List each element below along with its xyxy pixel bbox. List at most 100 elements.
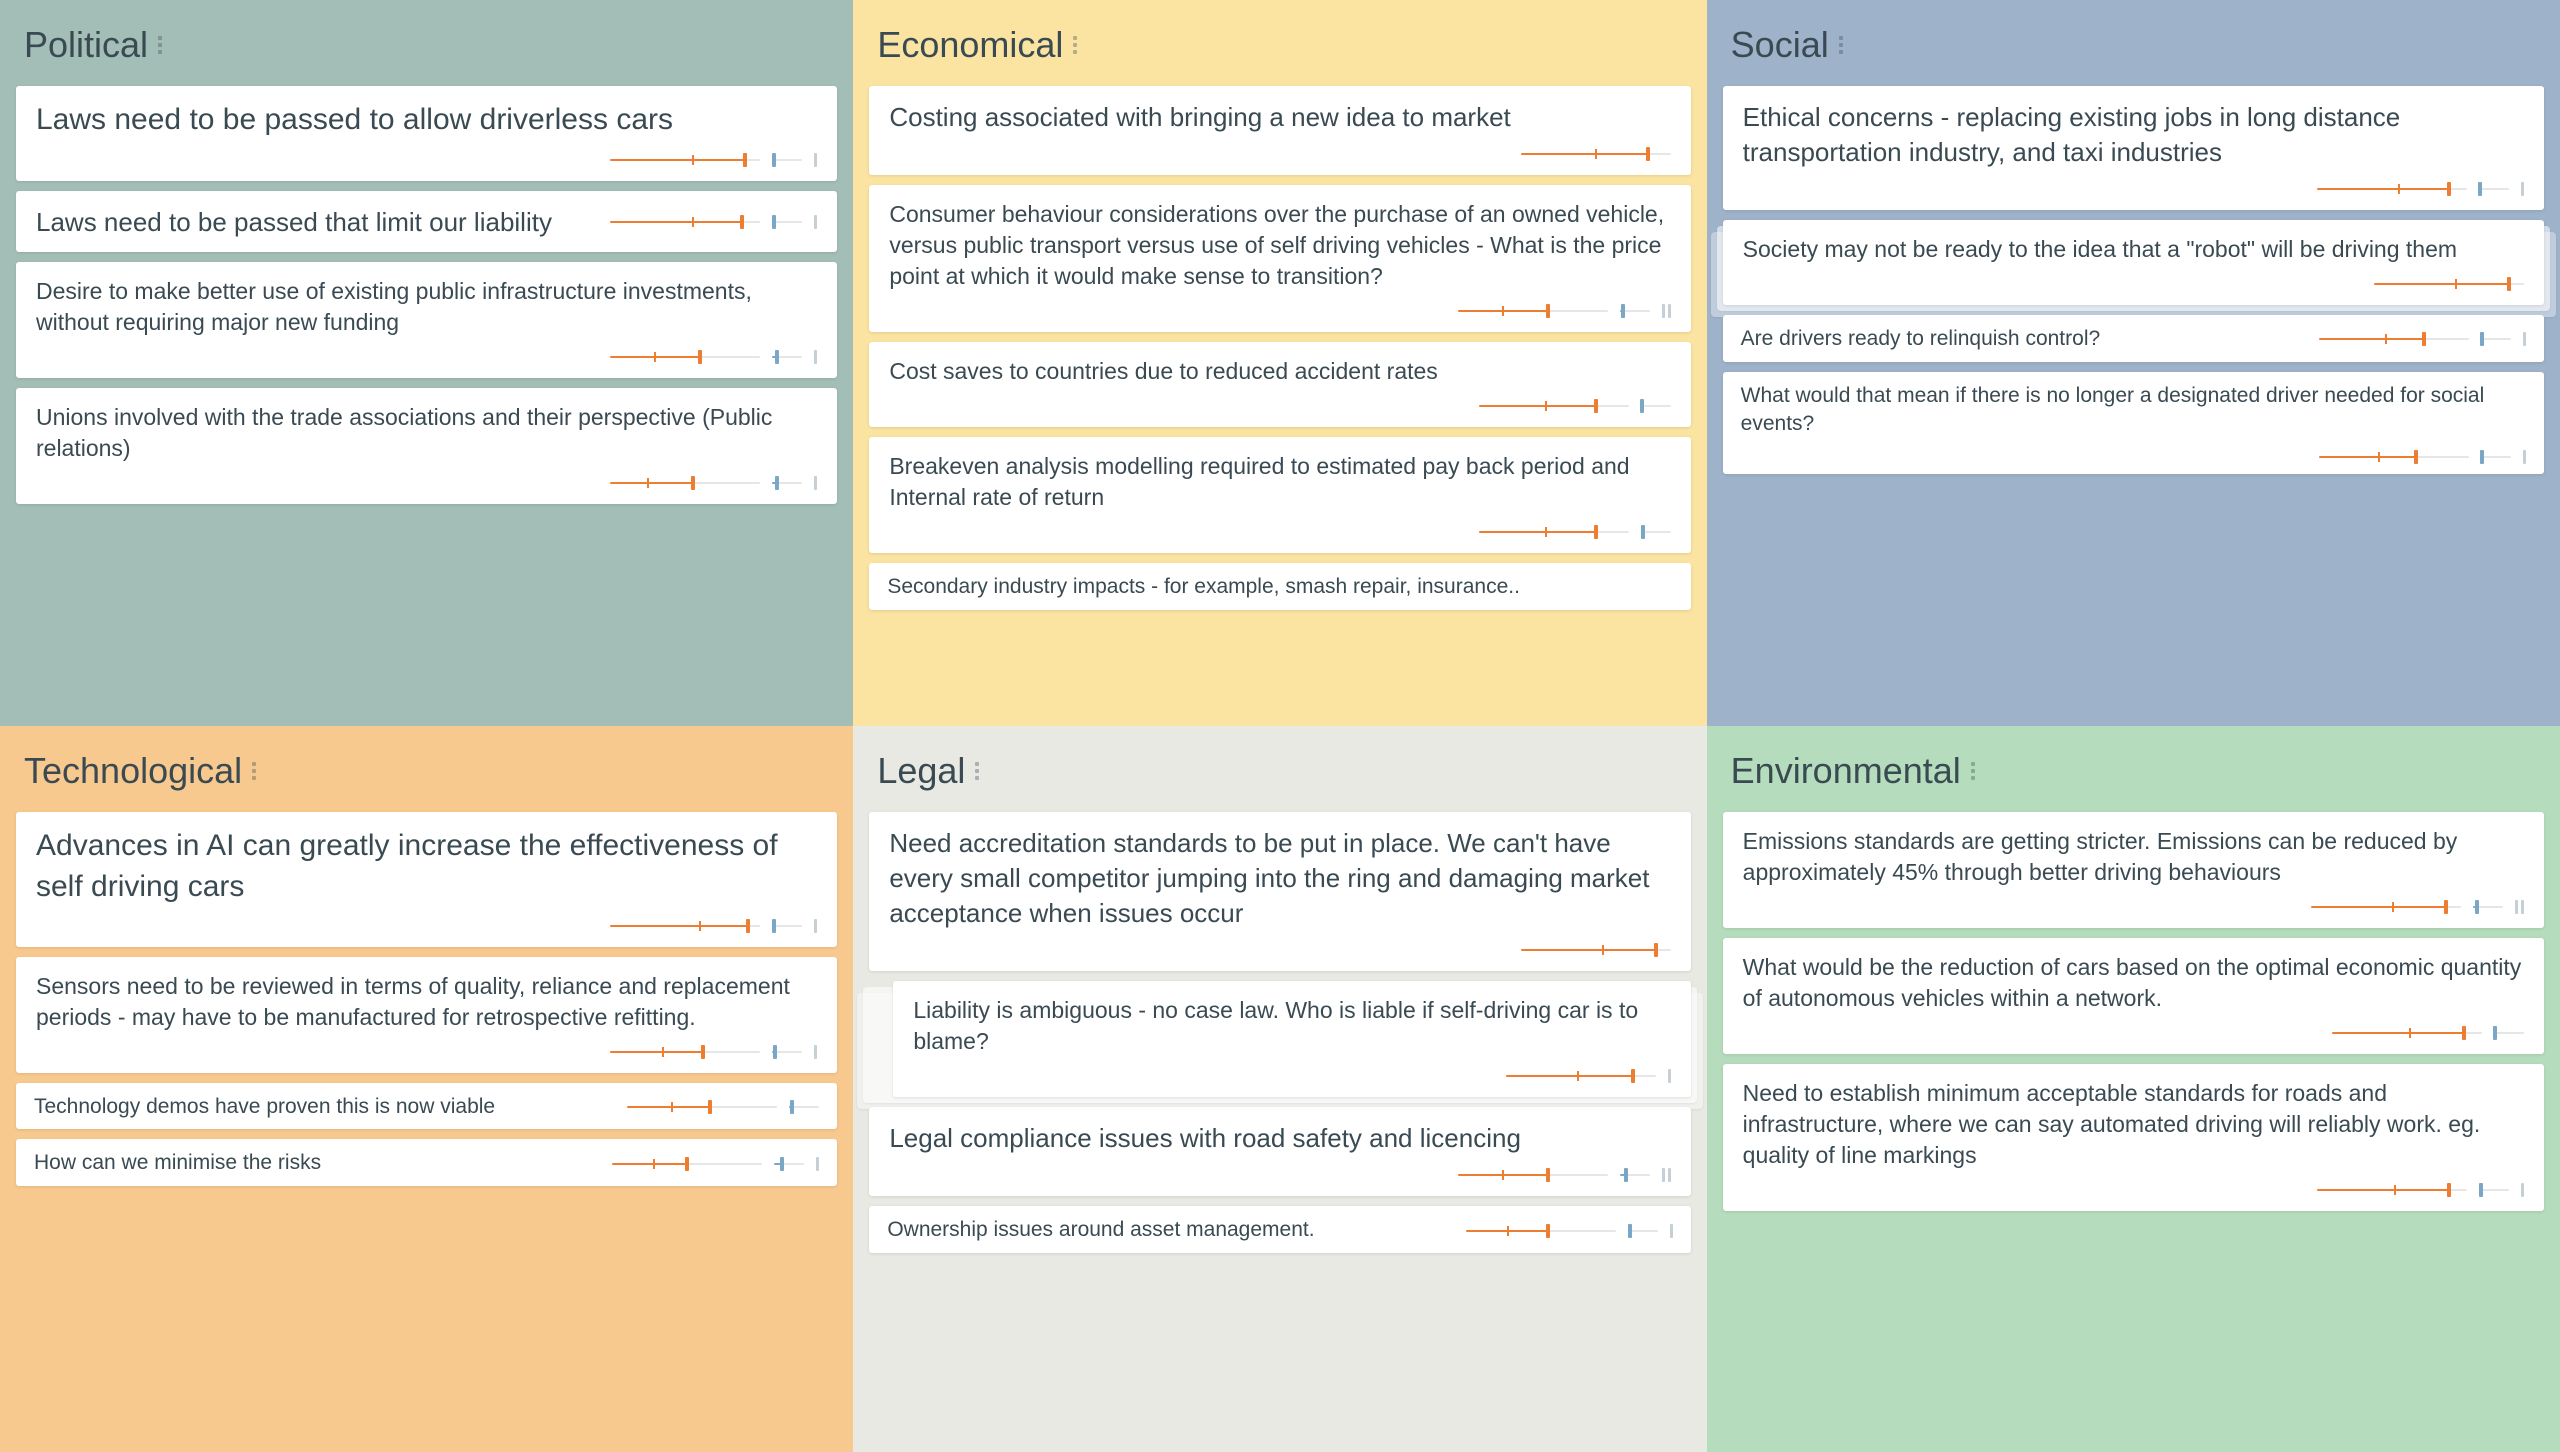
- card[interactable]: Costing associated with bringing a new i…: [869, 86, 1690, 175]
- grip-icon[interactable]: [814, 350, 817, 364]
- cards-list: Ethical concerns - replacing existing jo…: [1723, 86, 2544, 474]
- priority-slider[interactable]: [1641, 401, 1671, 411]
- priority-slider[interactable]: [2481, 452, 2511, 462]
- card[interactable]: How can we minimise the risks: [16, 1139, 837, 1185]
- priority-slider[interactable]: [1458, 1170, 1608, 1180]
- priority-slider[interactable]: [2319, 452, 2469, 462]
- grip-icon[interactable]: [2521, 1183, 2524, 1197]
- card[interactable]: Emissions standards are getting stricter…: [1723, 812, 2544, 928]
- priority-slider[interactable]: [2317, 184, 2467, 194]
- grip-icon[interactable]: [814, 1045, 817, 1059]
- card[interactable]: Legal compliance issues with road safety…: [869, 1107, 1690, 1196]
- card[interactable]: Ethical concerns - replacing existing jo…: [1723, 86, 2544, 210]
- priority-slider[interactable]: [1521, 945, 1671, 955]
- card-text: Legal compliance issues with road safety…: [889, 1121, 1670, 1156]
- priority-slider[interactable]: [772, 921, 802, 931]
- priority-slider[interactable]: [2479, 1185, 2509, 1195]
- grip-icon[interactable]: [1670, 1224, 1673, 1238]
- priority-slider[interactable]: [610, 217, 760, 227]
- priority-slider[interactable]: [2311, 902, 2461, 912]
- priority-slider[interactable]: [772, 478, 802, 488]
- priority-slider[interactable]: [789, 1102, 819, 1112]
- section-title-label: Economical: [877, 24, 1063, 66]
- section-menu-icon[interactable]: [158, 36, 162, 54]
- priority-slider[interactable]: [2479, 184, 2509, 194]
- card[interactable]: Ownership issues around asset management…: [869, 1206, 1690, 1252]
- priority-slider[interactable]: [1506, 1071, 1656, 1081]
- card[interactable]: Cost saves to countries due to reduced a…: [869, 342, 1690, 427]
- card[interactable]: What would that mean if there is no long…: [1723, 372, 2544, 475]
- priority-slider[interactable]: [1641, 527, 1671, 537]
- priority-slider[interactable]: [1620, 306, 1650, 316]
- priority-slider[interactable]: [627, 1102, 777, 1112]
- priority-slider[interactable]: [1479, 527, 1629, 537]
- card-text: Breakeven analysis modelling required to…: [889, 451, 1670, 513]
- priority-slider[interactable]: [610, 921, 760, 931]
- section-title-label: Technological: [24, 750, 242, 792]
- priority-slider[interactable]: [774, 1159, 804, 1169]
- grip-icon[interactable]: [814, 153, 817, 167]
- section-menu-icon[interactable]: [1073, 36, 1077, 54]
- card-sliders: [610, 213, 817, 231]
- priority-slider[interactable]: [772, 217, 802, 227]
- priority-slider[interactable]: [610, 478, 760, 488]
- priority-slider[interactable]: [1458, 306, 1608, 316]
- card[interactable]: Are drivers ready to relinquish control?: [1723, 315, 2544, 361]
- grip-icon[interactable]: [1662, 1168, 1671, 1182]
- section-menu-icon[interactable]: [252, 762, 256, 780]
- card[interactable]: Society may not be ready to the idea tha…: [1723, 220, 2544, 305]
- grip-icon[interactable]: [1668, 1069, 1671, 1083]
- priority-slider[interactable]: [2481, 334, 2511, 344]
- card[interactable]: Need to establish minimum acceptable sta…: [1723, 1064, 2544, 1211]
- section-title: Technological: [24, 750, 829, 792]
- card[interactable]: Desire to make better use of existing pu…: [16, 262, 837, 378]
- priority-slider[interactable]: [2319, 334, 2469, 344]
- card[interactable]: Laws need to be passed to allow driverle…: [16, 86, 837, 181]
- priority-slider[interactable]: [2374, 279, 2524, 289]
- priority-slider[interactable]: [2473, 902, 2503, 912]
- card[interactable]: Technology demos have proven this is now…: [16, 1083, 837, 1129]
- grip-icon[interactable]: [1662, 304, 1671, 318]
- card[interactable]: Secondary industry impacts - for example…: [869, 563, 1690, 609]
- card-text: Consumer behaviour considerations over t…: [889, 199, 1670, 292]
- priority-slider[interactable]: [610, 352, 760, 362]
- priority-slider[interactable]: [2494, 1028, 2524, 1038]
- priority-slider[interactable]: [1620, 1170, 1650, 1180]
- card[interactable]: Advances in AI can greatly increase the …: [16, 812, 837, 947]
- card[interactable]: Laws need to be passed that limit our li…: [16, 191, 837, 252]
- section-menu-icon[interactable]: [1971, 762, 1975, 780]
- priority-slider[interactable]: [772, 352, 802, 362]
- priority-slider[interactable]: [1466, 1226, 1616, 1236]
- priority-slider[interactable]: [1628, 1226, 1658, 1236]
- priority-slider[interactable]: [1479, 401, 1629, 411]
- card[interactable]: Liability is ambiguous - no case law. Wh…: [869, 981, 1690, 1097]
- grip-icon[interactable]: [2523, 332, 2526, 346]
- card-sliders: [889, 145, 1670, 163]
- priority-slider[interactable]: [2332, 1028, 2482, 1038]
- card-sliders: [889, 1166, 1670, 1184]
- priority-slider[interactable]: [1521, 149, 1671, 159]
- grip-icon[interactable]: [814, 919, 817, 933]
- priority-slider[interactable]: [772, 1047, 802, 1057]
- card[interactable]: Unions involved with the trade associati…: [16, 388, 837, 504]
- priority-slider[interactable]: [610, 1047, 760, 1057]
- card[interactable]: What would be the reduction of cars base…: [1723, 938, 2544, 1054]
- card-text: Liability is ambiguous - no case law. Wh…: [913, 995, 1670, 1057]
- grip-icon[interactable]: [814, 215, 817, 229]
- grip-icon[interactable]: [2523, 450, 2526, 464]
- grip-icon[interactable]: [814, 476, 817, 490]
- card[interactable]: Sensors need to be reviewed in terms of …: [16, 957, 837, 1073]
- priority-slider[interactable]: [610, 155, 760, 165]
- priority-slider[interactable]: [772, 155, 802, 165]
- section-menu-icon[interactable]: [975, 762, 979, 780]
- grip-icon[interactable]: [2515, 900, 2524, 914]
- card[interactable]: Breakeven analysis modelling required to…: [869, 437, 1690, 553]
- priority-slider[interactable]: [2317, 1185, 2467, 1195]
- section-menu-icon[interactable]: [1839, 36, 1843, 54]
- card[interactable]: Need accreditation standards to be put i…: [869, 812, 1690, 971]
- grip-icon[interactable]: [816, 1157, 819, 1171]
- grip-icon[interactable]: [2521, 182, 2524, 196]
- card[interactable]: Consumer behaviour considerations over t…: [869, 185, 1690, 332]
- priority-slider[interactable]: [612, 1159, 762, 1169]
- card-text: Laws need to be passed that limit our li…: [36, 205, 552, 240]
